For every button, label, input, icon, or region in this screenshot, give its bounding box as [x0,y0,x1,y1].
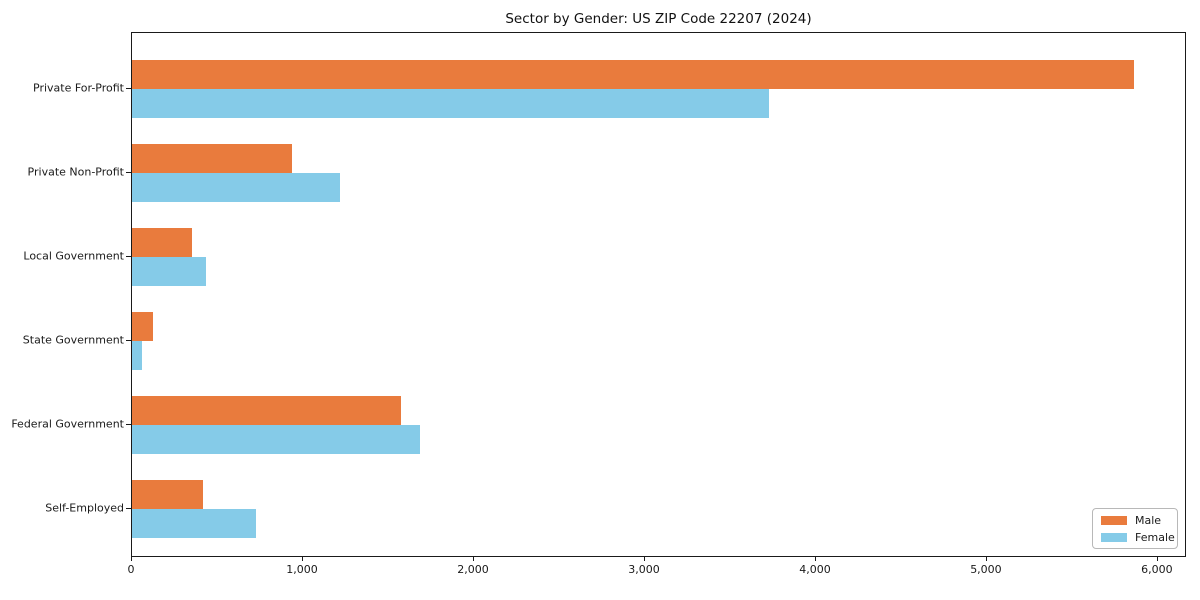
bar-female-4 [132,341,143,370]
bar-male-1 [132,60,1134,89]
x-tick-mark [985,557,988,561]
bar-male-4 [132,312,154,341]
y-axis-label: Federal Government [11,417,124,431]
bar-group [132,60,1185,118]
y-axis-label: Local Government [23,249,124,263]
legend: Male Female [1092,508,1178,549]
x-axis-tick-label: 1,000 [286,563,318,576]
y-axis-label: Private Non-Profit [27,165,124,179]
bar-female-3 [132,257,207,286]
legend-entry-male: Male [1101,514,1169,527]
bar-female-5 [132,425,420,454]
x-tick-mark [1156,557,1159,561]
bar-group [132,312,1185,370]
legend-swatch-female [1101,532,1127,542]
y-axis-label: State Government [22,333,124,347]
bar-group [132,144,1185,202]
x-tick-mark [131,557,133,561]
y-axis-label: Self-Employed [45,501,124,515]
y-axis-label: Private For-Profit [33,81,124,95]
x-tick-mark [472,557,475,561]
x-axis-tick-label: 4,000 [799,563,831,576]
y-tick-mark [126,508,131,510]
bar-male-3 [132,228,192,257]
y-tick-mark [126,172,131,174]
bar-group [132,396,1185,454]
x-tick-mark [814,557,817,561]
plot-area [131,32,1186,557]
x-axis-tick-label: 0 [127,563,135,576]
y-tick-mark [126,340,131,342]
legend-entry-female: Female [1101,531,1175,544]
legend-swatch-male [1101,515,1127,525]
bar-group [132,228,1185,286]
bar-male-5 [132,396,401,425]
x-axis-tick-label: 5,000 [970,563,1002,576]
x-axis-tick-label: 3,000 [628,563,660,576]
bar-male-2 [132,144,293,173]
bar-male-6 [132,480,203,509]
y-tick-mark [126,88,131,90]
y-tick-mark [126,256,131,258]
bar-female-1 [132,89,769,118]
x-tick-mark [301,557,304,561]
x-axis-tick-label: 6,000 [1141,563,1173,576]
bar-female-6 [132,509,256,538]
x-axis-tick-label: 2,000 [457,563,489,576]
chart-title: Sector by Gender: US ZIP Code 22207 (202… [505,11,812,27]
bar-group [132,480,1185,538]
x-tick-mark [643,557,646,561]
y-tick-mark [126,424,131,426]
legend-label-female: Female [1135,530,1175,544]
bar-female-2 [132,173,341,202]
legend-label-male: Male [1135,513,1162,527]
